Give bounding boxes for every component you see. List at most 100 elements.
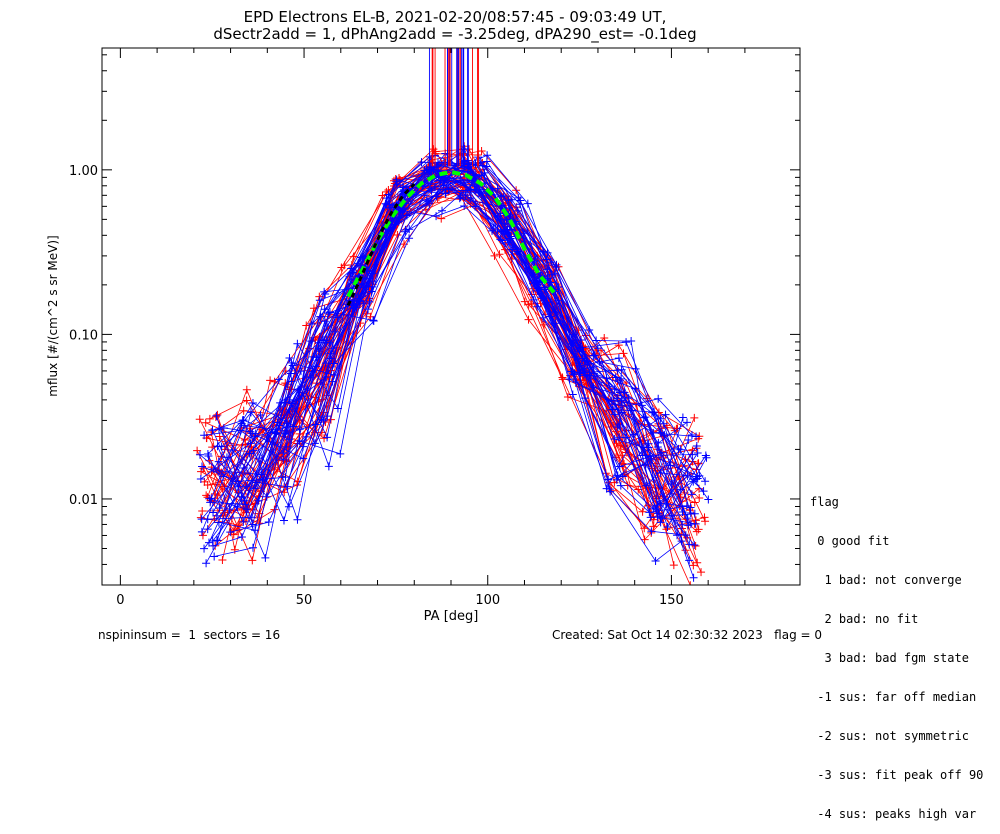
data-series: [203, 182, 702, 567]
data-point: [685, 540, 694, 549]
data-point: [293, 477, 302, 486]
data-curves: [193, 48, 713, 585]
data-point: [677, 537, 686, 546]
data-point: [401, 227, 410, 236]
data-point: [215, 432, 224, 441]
data-point: [651, 557, 660, 566]
data-point: [296, 367, 305, 376]
data-point: [604, 475, 613, 484]
data-point: [686, 503, 695, 512]
data-point: [616, 376, 625, 385]
data-point: [638, 507, 647, 516]
data-point: [369, 316, 378, 325]
data-point: [425, 165, 434, 174]
data-point: [701, 517, 710, 526]
data-point: [568, 367, 577, 376]
data-point: [211, 413, 220, 422]
data-point: [490, 251, 499, 260]
series-line: [219, 191, 698, 485]
data-point: [230, 545, 239, 554]
series-line: [221, 172, 697, 522]
data-point: [302, 432, 311, 441]
data-point: [690, 413, 699, 422]
flag-legend: flag 0 good fit 1 bad: not converge 2 ba…: [810, 470, 983, 834]
data-point: [627, 406, 636, 415]
data-point: [212, 536, 221, 545]
data-point: [208, 426, 217, 435]
data-point: [613, 423, 622, 432]
data-point: [647, 408, 656, 417]
data-point: [256, 425, 265, 434]
data-point: [533, 286, 542, 295]
data-point: [248, 556, 257, 565]
series-line: [208, 163, 687, 543]
data-point: [323, 412, 332, 421]
data-point: [701, 477, 710, 486]
data-point: [692, 442, 701, 451]
legend-item: 0 good fit: [810, 534, 890, 548]
data-point: [214, 518, 223, 527]
data-point: [197, 527, 206, 536]
data-point: [282, 419, 291, 428]
data-point: [612, 475, 621, 484]
legend-title: flag: [810, 495, 839, 509]
data-point: [240, 463, 249, 472]
data-point: [384, 225, 393, 234]
legend-item: 1 bad: not converge: [810, 573, 962, 587]
data-point: [293, 515, 302, 524]
series-line: [201, 169, 681, 520]
data-point: [539, 313, 548, 322]
data-series: [202, 158, 701, 536]
data-series: [195, 165, 692, 513]
data-point: [429, 145, 438, 154]
series-line: [203, 167, 683, 549]
data-point: [214, 457, 223, 466]
data-point: [622, 338, 631, 347]
series-line: [210, 162, 699, 524]
data-point: [592, 336, 601, 345]
data-point: [520, 297, 529, 306]
data-point: [200, 431, 209, 440]
data-point: [673, 531, 682, 540]
data-point: [427, 186, 436, 195]
data-point: [328, 377, 337, 386]
x-axis-label: PA [deg]: [424, 609, 479, 624]
y-tick-label: 0.10: [69, 328, 98, 343]
data-point: [295, 436, 304, 445]
data-point: [693, 448, 702, 457]
data-point: [609, 405, 618, 414]
data-point: [234, 482, 243, 491]
data-point: [279, 516, 288, 525]
data-point: [197, 515, 206, 524]
legend-item: 3 bad: bad fgm state: [810, 651, 969, 665]
data-point: [523, 199, 532, 208]
data-point: [466, 194, 475, 203]
data-point: [661, 410, 670, 419]
y-tick-label: 1.00: [69, 164, 98, 179]
data-point: [249, 446, 258, 455]
legend-item: -3 sus: fit peak off 90: [810, 768, 984, 782]
data-point: [592, 345, 601, 354]
data-point: [461, 191, 470, 200]
series-line: [216, 156, 699, 526]
data-series: [212, 201, 686, 566]
data-series: [200, 164, 687, 553]
data-point: [496, 215, 505, 224]
data-point: [702, 453, 711, 462]
plot-frame: [101, 47, 801, 586]
data-point: [354, 259, 363, 268]
data-point: [198, 507, 207, 516]
data-point: [242, 396, 251, 405]
data-point: [324, 462, 333, 471]
data-point: [432, 212, 441, 221]
data-point: [209, 508, 218, 517]
data-point: [306, 373, 315, 382]
data-point: [514, 193, 523, 202]
data-point: [384, 190, 393, 199]
data-point: [575, 361, 584, 370]
data-point: [205, 494, 214, 503]
legend-item: -4 sus: peaks high var: [810, 807, 977, 821]
data-point: [663, 523, 672, 532]
data-point: [687, 431, 696, 440]
data-point: [242, 385, 251, 394]
